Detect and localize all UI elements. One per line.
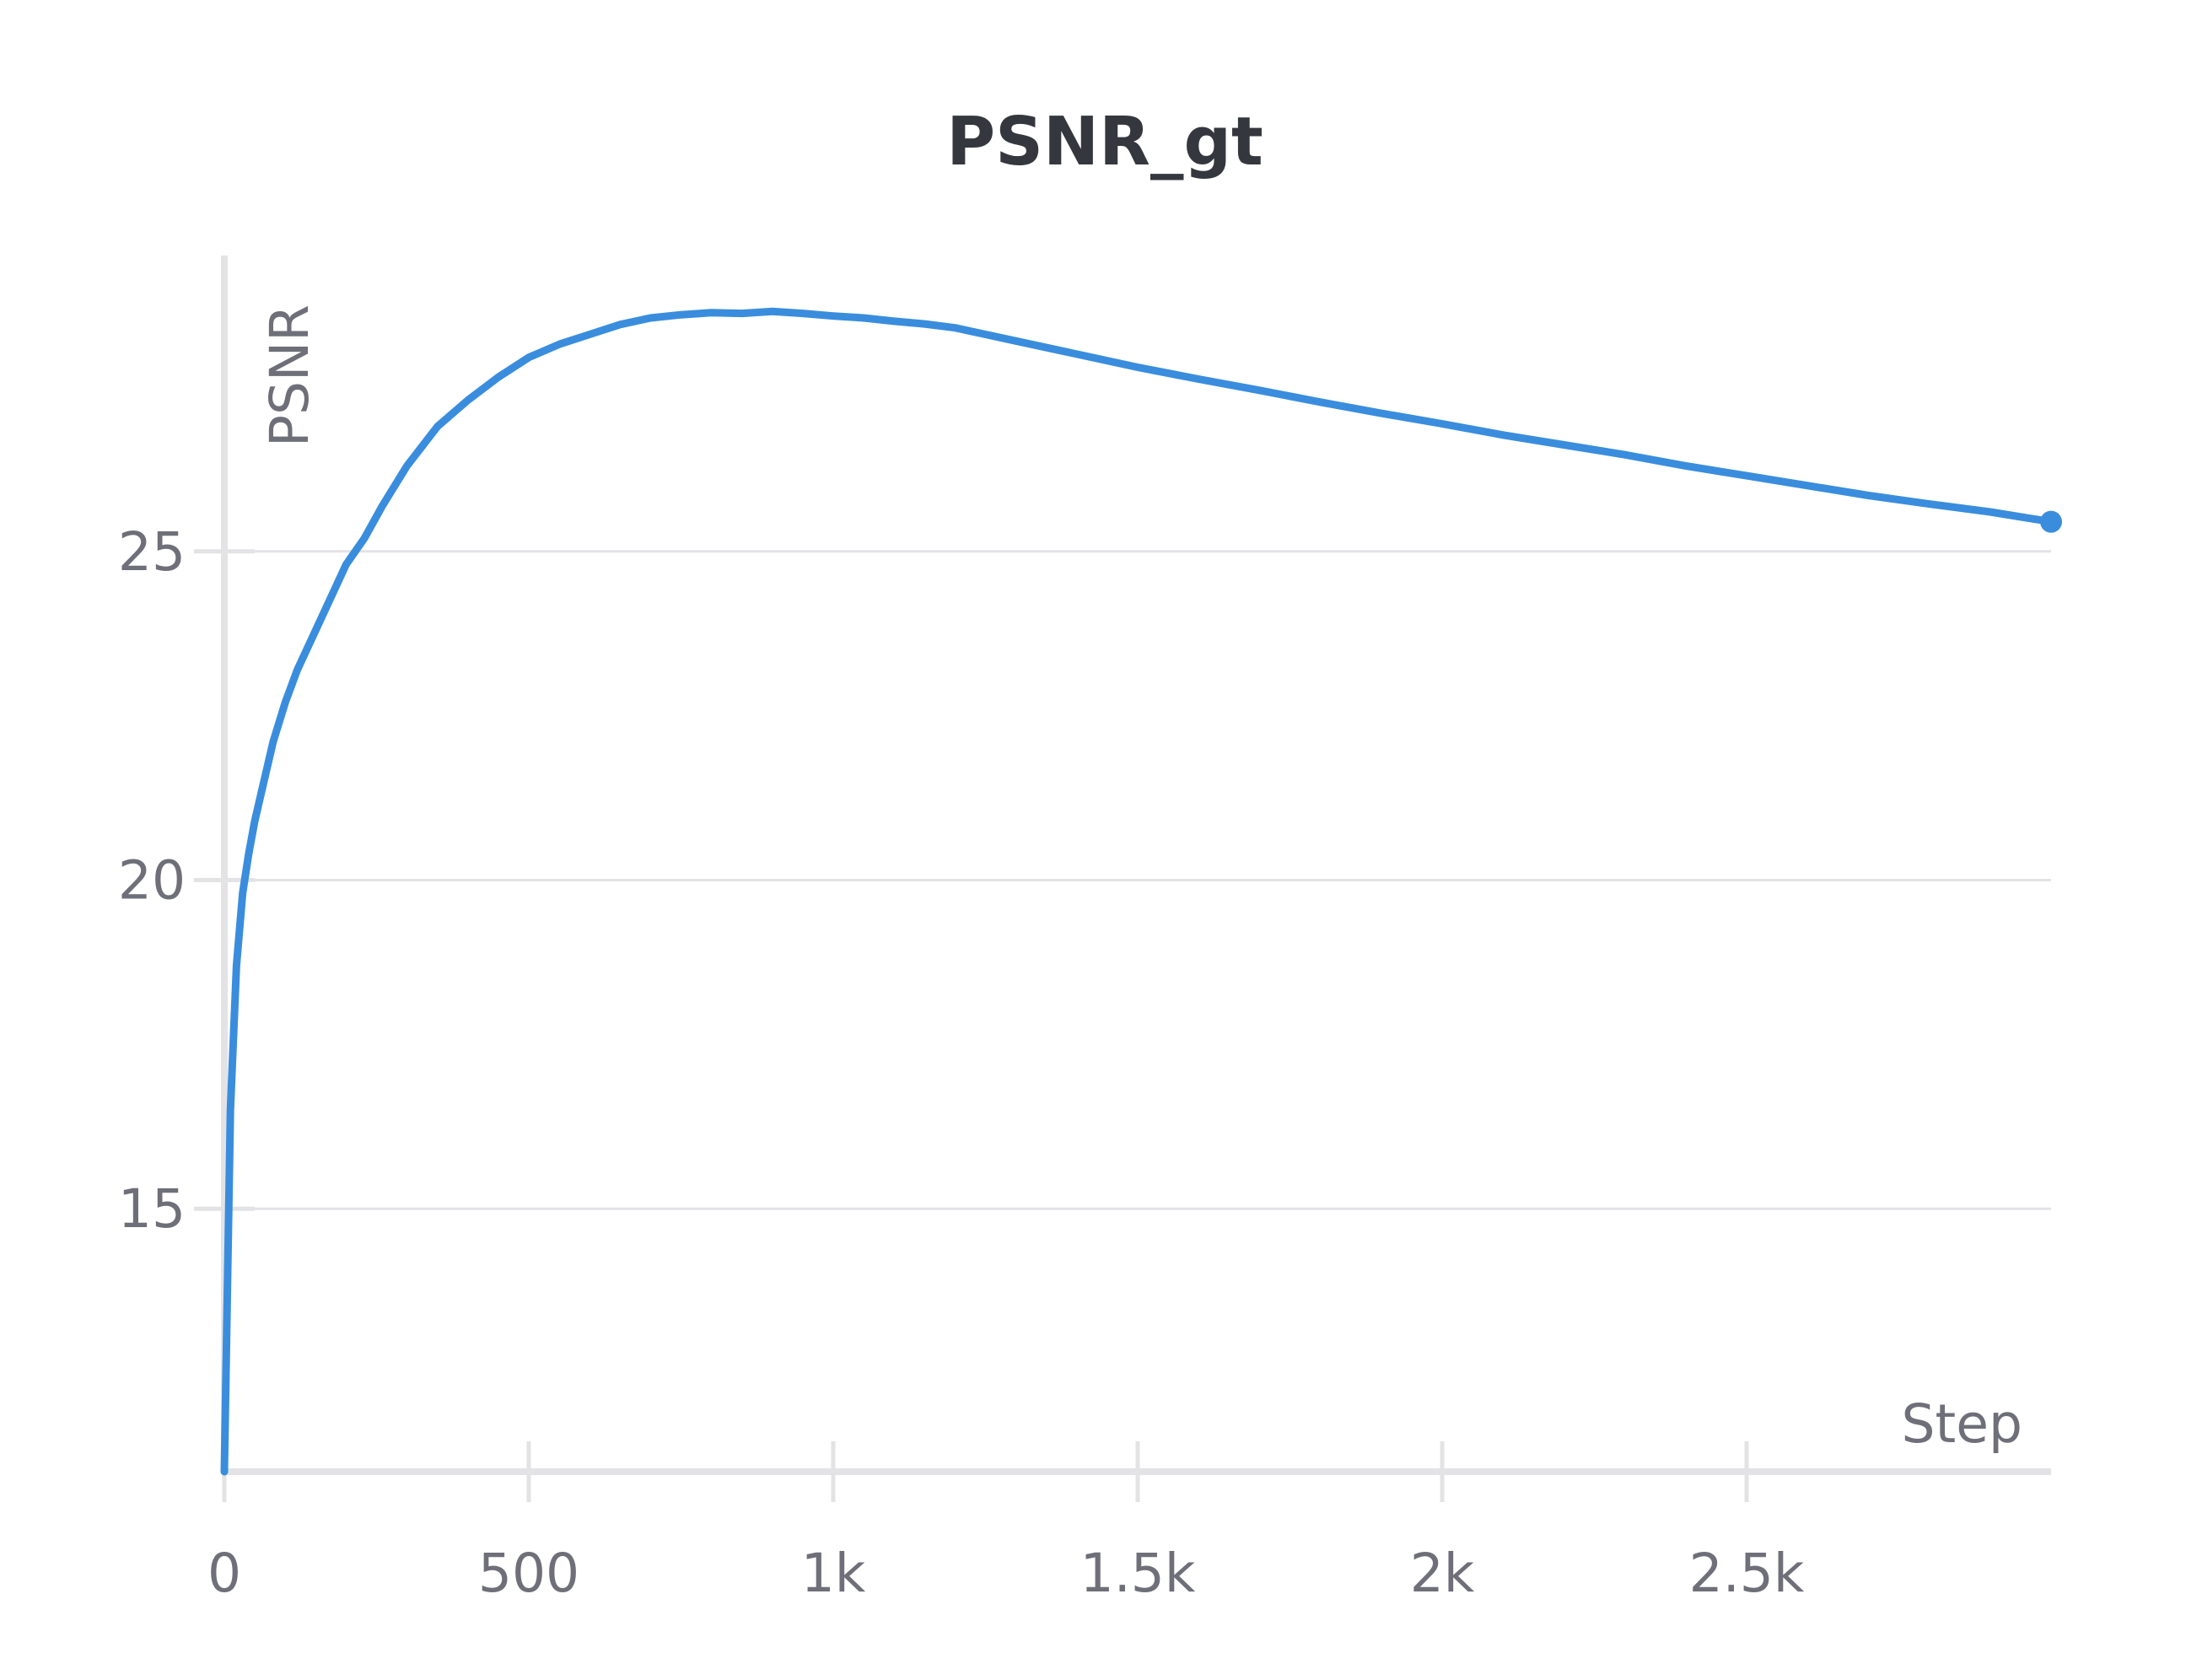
series-layer — [220, 307, 2062, 1476]
series-line — [220, 307, 2055, 1476]
x-axis-title: Step — [1902, 1393, 2022, 1455]
x-tick-label: 500 — [478, 1543, 579, 1604]
x-tick-label: 1.5k — [1080, 1543, 1196, 1604]
x-tick-label: 2.5k — [1689, 1543, 1805, 1604]
x-tick-label: 2k — [1410, 1543, 1475, 1604]
series-end-point — [2040, 510, 2062, 533]
y-tick-label: 20 — [118, 849, 186, 911]
tick-labels: 15 20 25 0 500 1k 1.5k 2k 2.5k — [118, 521, 1805, 1604]
chart-title: PSNR_gt — [946, 103, 1263, 180]
y-tick-label: 25 — [118, 521, 186, 583]
x-tick-label: 0 — [207, 1543, 241, 1604]
x-tick-label: 1k — [801, 1543, 866, 1604]
tick-marks — [194, 549, 1749, 1502]
grid-lines — [224, 550, 2051, 1210]
axes — [221, 256, 2051, 1475]
y-axis-title: PSNR — [259, 304, 320, 447]
y-tick-label: 15 — [118, 1178, 186, 1240]
